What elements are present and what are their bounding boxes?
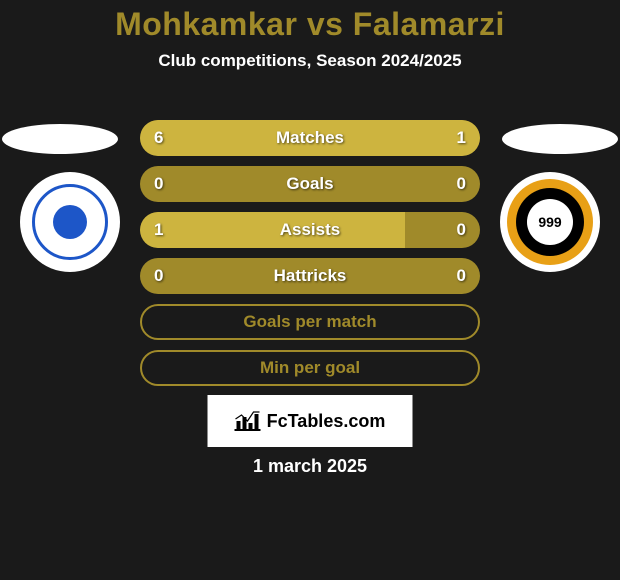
player-photo-right bbox=[502, 124, 618, 154]
stat-label: Goals per match bbox=[142, 306, 478, 338]
stat-label: Matches bbox=[140, 120, 480, 156]
club-logo-right: 999 bbox=[500, 172, 600, 272]
stats-bars: 6 Matches 1 0 Goals 0 1 Assists 0 0 Hatt… bbox=[140, 120, 480, 386]
stat-row-min-per-goal: Min per goal bbox=[140, 350, 480, 386]
stat-row-hattricks: 0 Hattricks 0 bbox=[140, 258, 480, 294]
club-crest-right: 999 bbox=[507, 179, 593, 265]
stat-value-right: 0 bbox=[457, 166, 466, 202]
player-photo-left bbox=[2, 124, 118, 154]
subtitle: Club competitions, Season 2024/2025 bbox=[0, 51, 620, 71]
stat-label: Assists bbox=[140, 212, 480, 248]
club-crest-right-text: 999 bbox=[527, 199, 573, 245]
stat-row-goals: 0 Goals 0 bbox=[140, 166, 480, 202]
stat-row-goals-per-match: Goals per match bbox=[140, 304, 480, 340]
date-text: 1 march 2025 bbox=[0, 456, 620, 477]
branding-banner: FcTables.com bbox=[208, 395, 413, 447]
stat-label: Min per goal bbox=[142, 352, 478, 384]
stat-row-assists: 1 Assists 0 bbox=[140, 212, 480, 248]
club-crest-left bbox=[32, 184, 108, 260]
stat-value-right: 0 bbox=[457, 258, 466, 294]
chart-icon bbox=[235, 411, 261, 431]
stat-value-right: 0 bbox=[457, 212, 466, 248]
ball-icon bbox=[53, 205, 87, 239]
stat-label: Goals bbox=[140, 166, 480, 202]
stat-row-matches: 6 Matches 1 bbox=[140, 120, 480, 156]
club-logo-left bbox=[20, 172, 120, 272]
stat-label: Hattricks bbox=[140, 258, 480, 294]
branding-text: FcTables.com bbox=[267, 411, 386, 432]
stat-value-right: 1 bbox=[457, 120, 466, 156]
page-title: Mohkamkar vs Falamarzi bbox=[0, 0, 620, 43]
